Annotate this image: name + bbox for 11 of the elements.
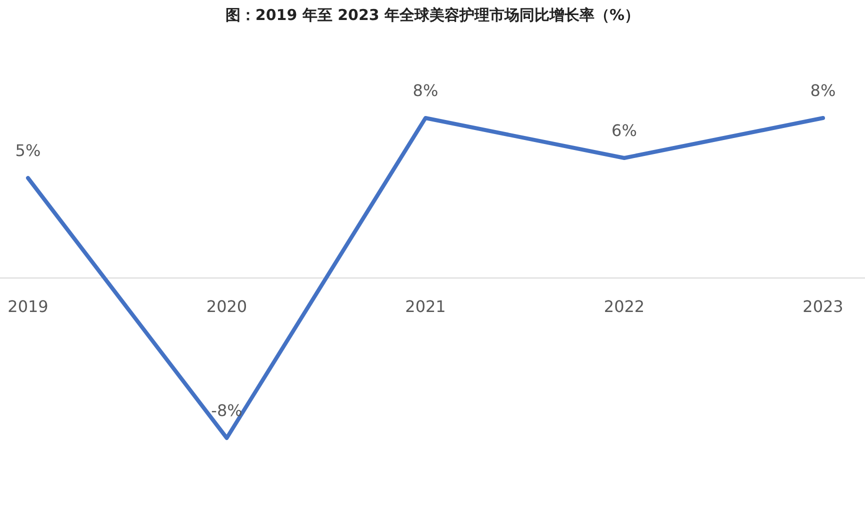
data-label: 5% (15, 141, 41, 160)
data-label: 8% (810, 81, 836, 100)
x-tick-label: 2019 (8, 297, 48, 316)
chart-title: 图：2019 年至 2023 年全球美容护理市场同比增长率（%） (225, 6, 640, 24)
x-tick-label: 2021 (405, 297, 446, 316)
data-label: -8% (211, 401, 242, 420)
data-label: 8% (412, 81, 438, 100)
x-tick-label: 2020 (206, 297, 248, 316)
x-tick-label: 2023 (802, 297, 844, 316)
x-tick-label: 2022 (604, 297, 645, 316)
data-label: 6% (612, 121, 637, 140)
